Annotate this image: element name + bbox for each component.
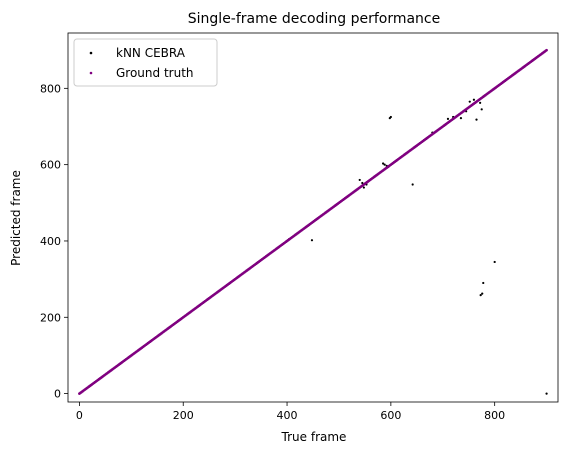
knn-cebra-outlier-point <box>475 118 478 121</box>
chart-title: Single-frame decoding performance <box>188 11 440 27</box>
x-axis-label: True frame <box>281 430 347 444</box>
ground-truth-point <box>545 48 548 52</box>
x-tick-label: 400 <box>277 409 298 422</box>
y-tick-label: 800 <box>40 82 61 95</box>
legend-marker-knn <box>89 51 93 55</box>
knn-cebra-outlier-point <box>480 108 483 111</box>
knn-cebra-outlier-point <box>361 181 364 185</box>
y-tick-label: 0 <box>54 388 61 401</box>
y-axis-ticks: 0 200 400 600 800 <box>40 82 68 401</box>
knn-cebra-outlier-point <box>389 115 392 119</box>
knn-cebra-outlier-point <box>362 186 365 189</box>
knn-cebra-outlier-point <box>381 162 385 165</box>
x-axis-ticks: 0 200 400 600 800 <box>76 402 505 422</box>
y-axis-label: Predicted frame <box>9 170 23 266</box>
knn-cebra-outlier-point <box>310 239 314 242</box>
knn-cebra-outlier-point <box>472 98 476 101</box>
x-tick-label: 0 <box>76 409 83 422</box>
knn-cebra-outlier-point <box>411 183 414 186</box>
knn-cebra-outlier-point <box>383 163 386 166</box>
ground-truth-points <box>78 48 548 395</box>
knn-cebra-outlier-point <box>446 117 450 120</box>
y-tick-label: 200 <box>40 311 61 324</box>
knn-cebra-outlier-point <box>459 116 463 120</box>
legend-marker-ground-truth <box>89 71 93 75</box>
x-tick-label: 200 <box>173 409 194 422</box>
knn-cebra-outlier-point <box>479 294 482 297</box>
y-tick-label: 600 <box>40 159 61 172</box>
knn-cebra-outlier-point <box>468 100 471 103</box>
x-tick-label: 800 <box>484 409 505 422</box>
knn-cebra-outlier-point <box>482 281 485 285</box>
legend-label-ground-truth: Ground truth <box>116 66 194 80</box>
legend-label-knn: kNN CEBRA <box>116 46 186 60</box>
legend: kNN CEBRA Ground truth <box>73 38 218 87</box>
knn-cebra-outlier-point <box>545 392 548 395</box>
y-tick-label: 400 <box>40 235 61 248</box>
legend-box <box>73 38 218 87</box>
knn-cebra-outlier-point <box>481 292 484 295</box>
knn-cebra-outlier-point <box>493 260 496 264</box>
knn-cebra-outlier-point <box>479 101 482 104</box>
knn-cebra-outlier-point <box>358 178 361 182</box>
x-tick-label: 600 <box>380 409 401 422</box>
